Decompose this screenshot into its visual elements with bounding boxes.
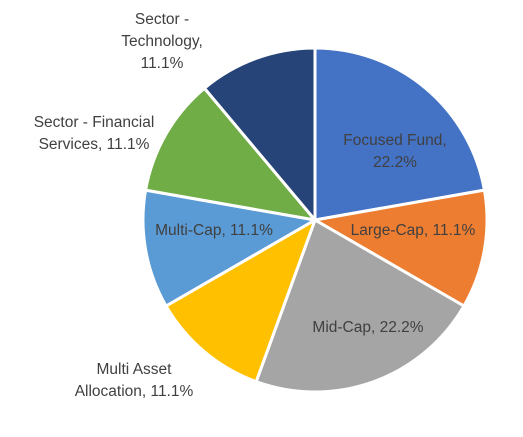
pie-slice-large-cap [313,188,489,308]
data-label-line: Sector - [135,11,189,28]
data-label-line: Mid-Cap, 22.2% [312,319,423,336]
data-label-line: Focused Fund, [343,132,446,149]
pie-slices [141,46,489,394]
data-label-multi-asset-allocation: Multi Asset Allocation, 11.1% [75,361,194,400]
data-label-line: Technology, [121,33,203,50]
data-label-line: Sector - Financial [34,114,155,131]
data-label-mid-cap: Mid-Cap, 22.2% [312,319,423,336]
data-label-line: Services, 11.1% [39,136,150,153]
data-label-line: Multi Asset [97,361,173,378]
data-label-line: Multi-Cap, 11.1% [155,222,273,239]
data-label-large-cap: Large-Cap, 11.1% [351,222,476,239]
data-label-sector-technology: Sector - Technology, 11.1% [121,11,203,72]
pie-slice-sector-financial-services [144,86,317,222]
data-label-line: 11.1% [141,55,184,72]
pie-slice-multi-asset-allocation [164,218,317,384]
pie-slice-focused-fund [313,46,486,222]
data-label-multi-cap: Multi-Cap, 11.1% [155,222,273,239]
data-labels: Focused Fund, 22.2% Large-Cap, 11.1% Mid-Ca… [34,11,476,400]
data-label-line: 22.2% [373,154,417,171]
data-label-sector-financial-services: Sector - Financial Services, 11.1% [34,114,155,153]
data-label-focused-fund: Focused Fund, 22.2% [343,132,446,171]
data-label-line: Allocation, 11.1% [75,383,194,400]
pie-slice-multi-cap [141,188,317,308]
pie-slice-mid-cap [254,218,466,394]
pie-slice-sector-technology [202,46,317,222]
data-label-line: Large-Cap, 11.1% [351,222,476,239]
